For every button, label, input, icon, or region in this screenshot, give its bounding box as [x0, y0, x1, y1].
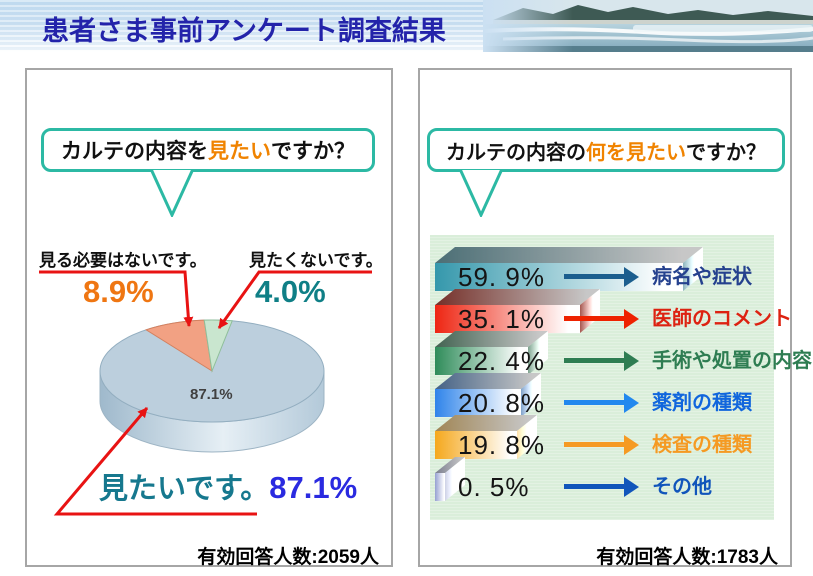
left-panel: カルテの内容を 見たい ですか？ 見る必要はないです。 見たくないです。 8.9% … — [25, 68, 393, 568]
bar-value: 20. 8% — [458, 388, 545, 418]
want-callout: 見たいです。87.1% — [99, 468, 357, 514]
bar-value: 22. 4% — [458, 346, 545, 376]
pct-no-need: 8.9% — [83, 274, 154, 309]
bar-category: 検査の種類 — [652, 434, 752, 456]
bar-chart: 59. 9% 病名や症状 35. 1% 医師のコメント 22. 4% 手術や処置… — [430, 235, 812, 520]
coastline-photo — [482, 0, 813, 52]
bar-category: 医師のコメント — [652, 308, 792, 330]
bar-row: 22. 4% 手術や処置の内容 — [435, 331, 812, 376]
label-no-need: 見る必要はないです。 — [39, 251, 207, 270]
pie-chart — [39, 270, 372, 516]
bar — [435, 247, 703, 291]
question-text: カルテの内容の — [446, 141, 586, 164]
bar-category: 薬剤の種類 — [652, 392, 752, 414]
callout-line-dont-want — [217, 270, 372, 329]
bar — [435, 415, 537, 459]
question-highlight: 見たい — [208, 140, 271, 163]
bar-value: 19. 8% — [458, 430, 545, 460]
arrow-icon — [564, 473, 654, 501]
question-highlight: 何を見たい — [586, 141, 686, 164]
arrow-icon — [564, 389, 654, 417]
callout-line-no-need — [39, 270, 194, 327]
bar-category: 手術や処置の内容 — [652, 350, 812, 372]
right-footer-respondents: 有効回答人数:1783人 — [596, 547, 778, 568]
bar-row: 19. 8% 検査の種類 — [435, 415, 774, 459]
pie-slice-dont-want — [203, 319, 233, 373]
bar-category: 病名や症状 — [652, 266, 752, 288]
header-banner: 患者さま事前アンケート調査結果 — [0, 0, 813, 52]
arrow-icon — [564, 347, 654, 375]
bar-value: 35. 1% — [458, 304, 545, 334]
question-text-suffix: ですか？ — [271, 140, 355, 163]
bar-category: その他 — [652, 476, 712, 498]
bubble-tail-icon — [458, 169, 504, 217]
callout-line-want — [53, 407, 257, 516]
pie-inner-label: 87.1% — [190, 386, 233, 403]
arrow-icon — [564, 305, 654, 333]
pct-dont-want: 4.0% — [255, 274, 326, 309]
bar-row: 59. 9% 病名や症状 — [435, 247, 774, 291]
right-panel: カルテの内容の 何を見たい ですか？ 59. 9% 病名や症状 35. 1% 医師の… — [418, 68, 812, 568]
bubble-tail-icon — [149, 169, 195, 217]
bar — [435, 373, 541, 417]
bar — [435, 331, 548, 375]
bar-value: 0. 5% — [458, 472, 530, 502]
bar-value: 59. 9% — [458, 262, 545, 292]
bar — [435, 457, 465, 501]
bar-row: 0. 5% その他 — [435, 457, 774, 501]
bar — [435, 289, 600, 333]
want-pct: 87.1% — [269, 470, 358, 505]
want-label: 見たいです。 — [99, 473, 270, 505]
question-bubble-right: カルテの内容の 何を見たい ですか？ — [427, 128, 785, 217]
arrow-icon — [564, 431, 654, 459]
arrow-icon — [564, 263, 654, 291]
question-text: カルテの内容を — [61, 140, 208, 163]
page-title: 患者さま事前アンケート調査結果 — [42, 16, 446, 46]
bar-row: 35. 1% 医師のコメント — [435, 289, 792, 334]
left-footer-respondents: 有効回答人数:2059人 — [197, 547, 379, 568]
question-text-suffix: ですか？ — [686, 141, 766, 164]
bar-row: 20. 8% 薬剤の種類 — [435, 373, 774, 417]
coastline-photo-graphic — [482, 0, 813, 52]
question-bubble-left: カルテの内容を 見たい ですか？ — [41, 128, 375, 217]
label-dont-want: 見たくないです。 — [249, 251, 383, 270]
